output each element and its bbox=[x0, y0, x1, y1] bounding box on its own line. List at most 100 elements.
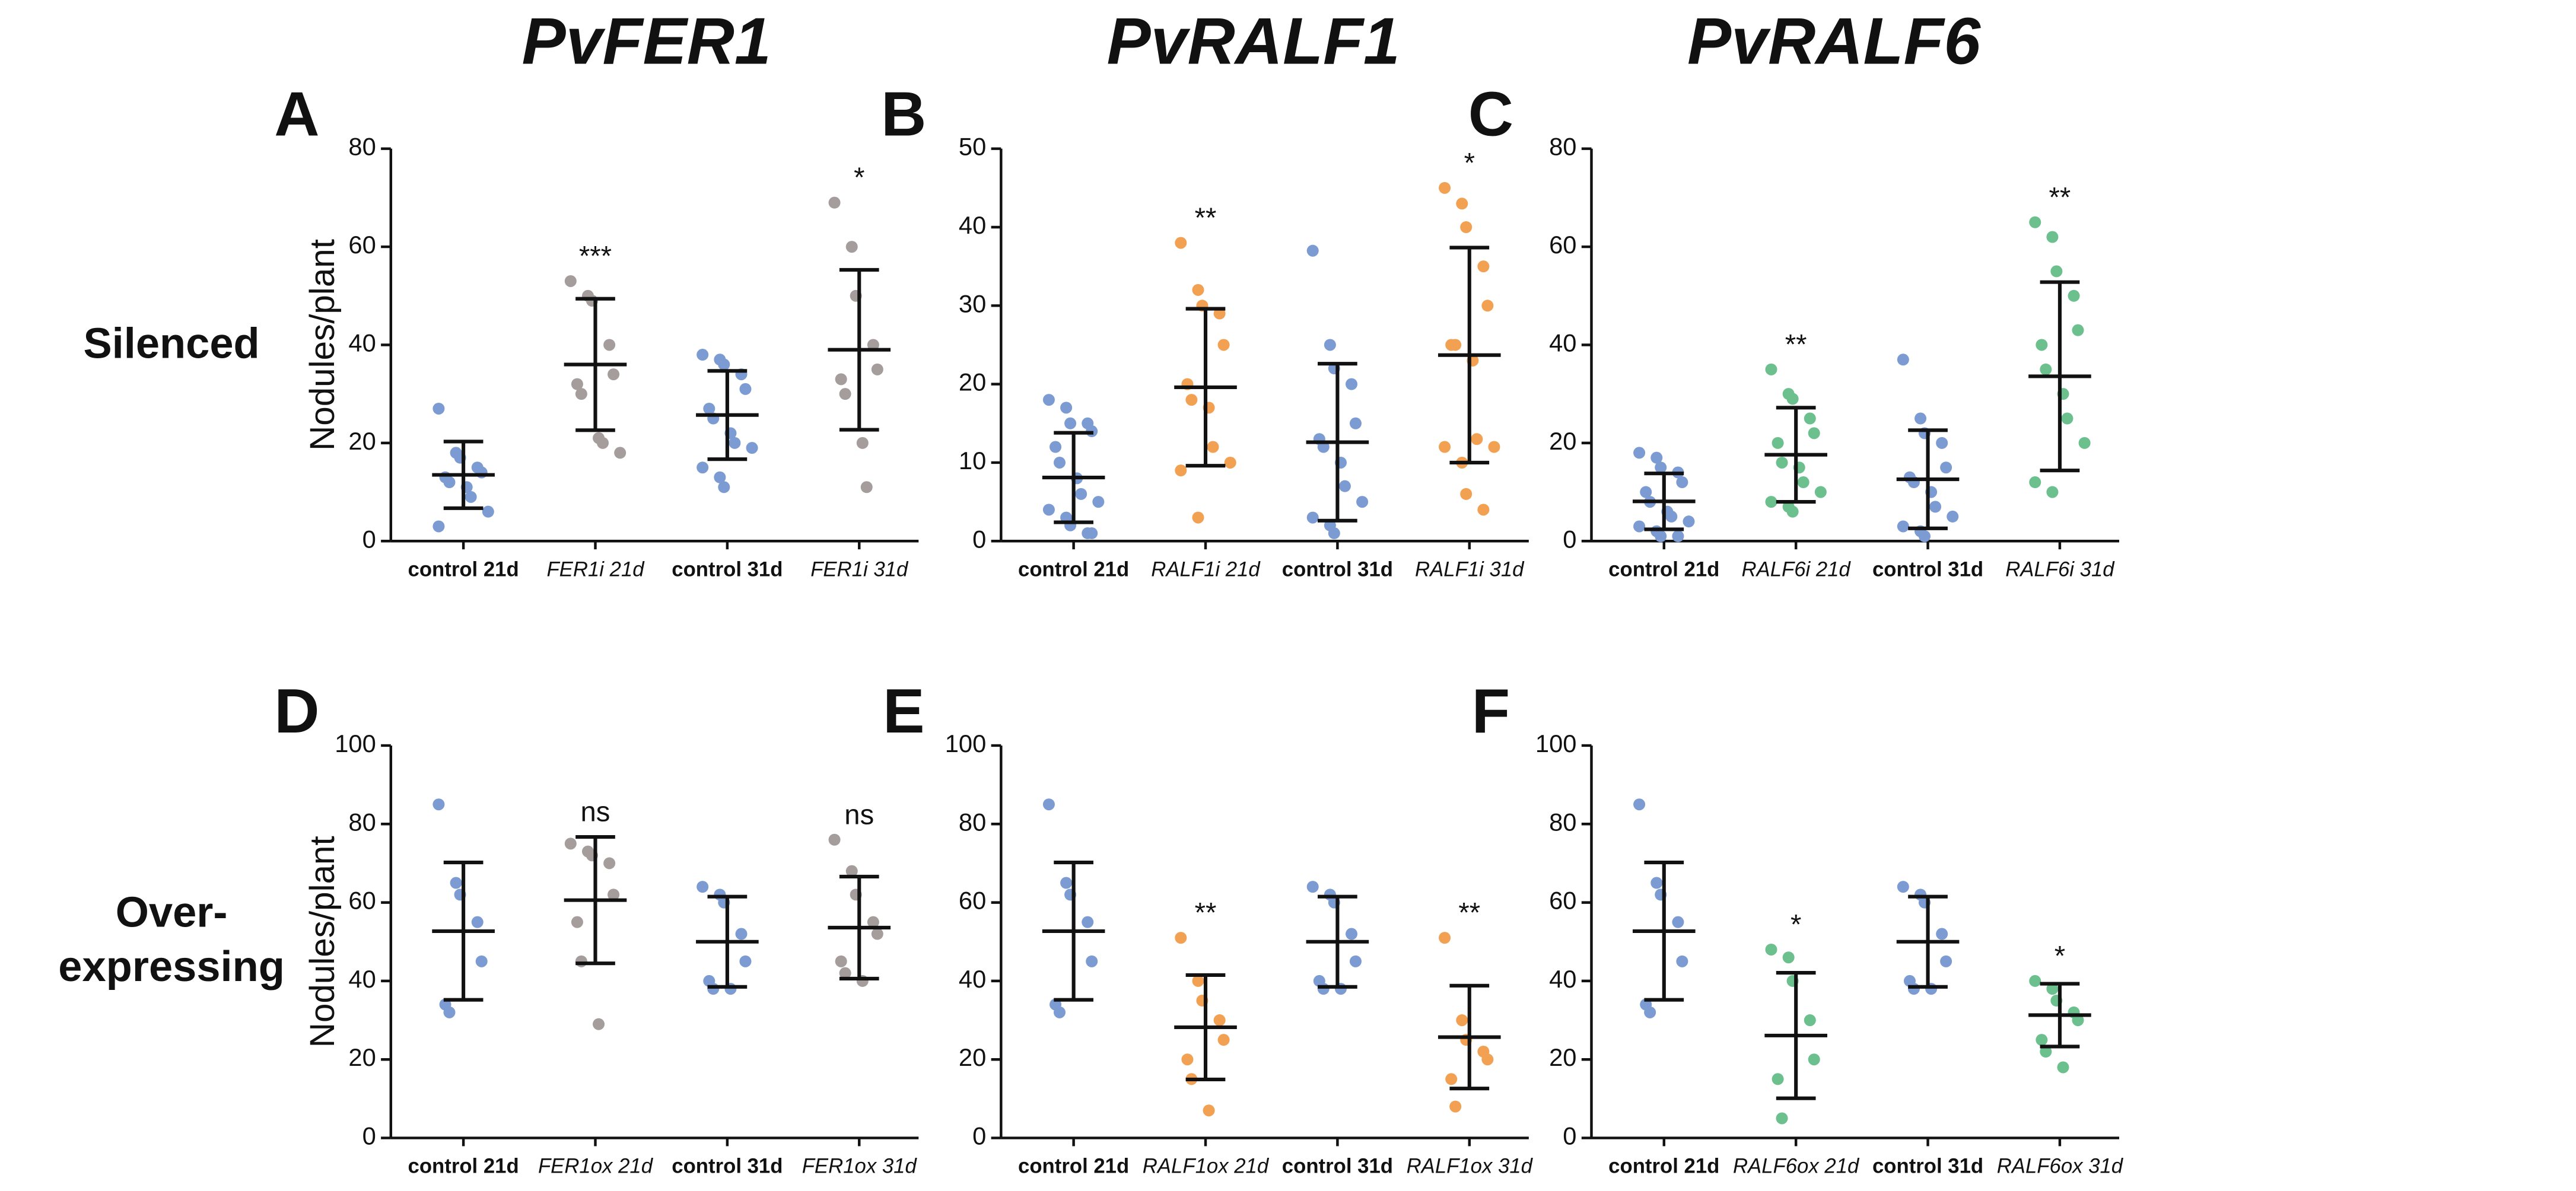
x-tick-label: RALF6i 21d bbox=[1741, 558, 1851, 581]
y-tick-label: 0 bbox=[362, 1122, 376, 1150]
significance-label: ** bbox=[1458, 897, 1480, 929]
y-tick-label: 80 bbox=[348, 133, 376, 161]
data-point bbox=[1907, 983, 1920, 995]
y-axis-label: Nodules/plant bbox=[303, 239, 342, 451]
data-point bbox=[1665, 510, 1678, 523]
data-point bbox=[867, 916, 879, 928]
data-point bbox=[1471, 433, 1483, 445]
data-point bbox=[1346, 378, 1358, 390]
data-point bbox=[1947, 510, 1959, 523]
data-point bbox=[1042, 394, 1055, 406]
data-point bbox=[1192, 511, 1204, 524]
x-tick-label: RALF1i 21d bbox=[1151, 558, 1261, 581]
data-point bbox=[1439, 441, 1451, 453]
data-point bbox=[1064, 417, 1077, 429]
data-point bbox=[1477, 260, 1490, 273]
y-tick-label: 80 bbox=[959, 808, 986, 836]
data-point bbox=[1042, 504, 1055, 516]
column-title: PvFER1 bbox=[522, 4, 771, 78]
y-tick-label: 60 bbox=[1549, 231, 1576, 259]
data-point bbox=[1460, 221, 1473, 234]
data-point bbox=[475, 955, 488, 967]
data-point bbox=[1488, 441, 1500, 453]
data-point bbox=[575, 388, 587, 400]
x-tick-label: control 21d bbox=[408, 558, 519, 581]
y-tick-label: 40 bbox=[348, 965, 376, 993]
x-tick-label: FER1ox 31d bbox=[802, 1155, 918, 1178]
data-point bbox=[1449, 1100, 1462, 1113]
data-point bbox=[596, 437, 609, 449]
data-point bbox=[871, 928, 883, 940]
significance-label: ns bbox=[844, 799, 874, 830]
y-tick-label: 20 bbox=[1549, 427, 1576, 455]
data-point bbox=[1918, 530, 1931, 543]
significance-label: *** bbox=[579, 241, 612, 272]
data-point bbox=[697, 881, 709, 893]
data-point bbox=[1213, 1014, 1226, 1027]
data-point bbox=[443, 1006, 456, 1018]
data-point bbox=[1349, 417, 1362, 429]
x-tick-label: RALF1ox 21d bbox=[1143, 1155, 1270, 1178]
y-tick-label: 60 bbox=[959, 887, 986, 915]
data-point bbox=[1324, 339, 1336, 351]
data-point bbox=[2078, 437, 2091, 449]
data-point bbox=[571, 378, 583, 390]
y-tick-label: 40 bbox=[1549, 329, 1576, 356]
panel-letter: C bbox=[1468, 79, 1513, 149]
data-point bbox=[1175, 932, 1187, 944]
data-point bbox=[867, 339, 879, 351]
data-point bbox=[1897, 520, 1909, 533]
data-point bbox=[1782, 951, 1795, 964]
significance-label: ** bbox=[1785, 329, 1807, 360]
row-label: Silenced bbox=[83, 320, 259, 367]
x-tick-label: control 21d bbox=[1018, 558, 1129, 581]
significance-label: * bbox=[2055, 940, 2065, 972]
data-point bbox=[871, 363, 883, 375]
panel-letter: B bbox=[881, 79, 926, 149]
y-tick-label: 0 bbox=[1563, 1122, 1576, 1150]
x-tick-label: control 21d bbox=[1018, 1155, 1129, 1178]
data-point bbox=[2029, 216, 2041, 228]
x-tick-label: control 31d bbox=[672, 1155, 783, 1178]
data-point bbox=[1776, 456, 1788, 469]
data-point bbox=[1456, 198, 1468, 210]
data-point bbox=[835, 373, 847, 386]
data-point bbox=[707, 983, 720, 995]
data-point bbox=[1306, 244, 1319, 257]
data-point bbox=[1060, 402, 1073, 414]
data-point bbox=[1086, 955, 1098, 967]
data-point bbox=[1217, 339, 1230, 351]
data-point bbox=[1808, 427, 1820, 440]
data-point bbox=[845, 865, 858, 877]
data-point bbox=[1650, 877, 1663, 889]
data-point bbox=[1765, 943, 1777, 956]
data-point bbox=[564, 275, 577, 287]
x-tick-label: FER1i 31d bbox=[810, 558, 909, 581]
data-point bbox=[1797, 476, 1809, 489]
data-point bbox=[614, 447, 626, 459]
x-tick-label: RALF6i 31d bbox=[2005, 558, 2115, 581]
data-point bbox=[603, 339, 616, 351]
data-point bbox=[2072, 324, 2084, 336]
x-tick-label: control 21d bbox=[1608, 1155, 1719, 1178]
y-tick-label: 30 bbox=[959, 289, 986, 317]
y-tick-label: 40 bbox=[1549, 965, 1576, 993]
data-point bbox=[1676, 476, 1688, 489]
x-tick-label: control 31d bbox=[1872, 1155, 1983, 1178]
data-point bbox=[2046, 486, 2059, 498]
data-point bbox=[1060, 877, 1073, 889]
x-tick-label: RALF1ox 31d bbox=[1407, 1155, 1534, 1178]
y-tick-label: 0 bbox=[362, 525, 376, 553]
significance-label: ** bbox=[1195, 897, 1217, 929]
data-point bbox=[2072, 1014, 2084, 1027]
data-point bbox=[1672, 916, 1684, 928]
data-point bbox=[2036, 339, 2048, 351]
data-point bbox=[1633, 520, 1646, 533]
y-tick-label: 60 bbox=[1549, 887, 1576, 915]
column-title: PvRALF1 bbox=[1106, 4, 1400, 78]
data-point bbox=[1224, 456, 1236, 469]
x-tick-label: control 31d bbox=[1282, 558, 1393, 581]
data-point bbox=[1640, 486, 1652, 498]
data-point bbox=[1776, 1112, 1788, 1125]
data-point bbox=[1349, 955, 1362, 967]
